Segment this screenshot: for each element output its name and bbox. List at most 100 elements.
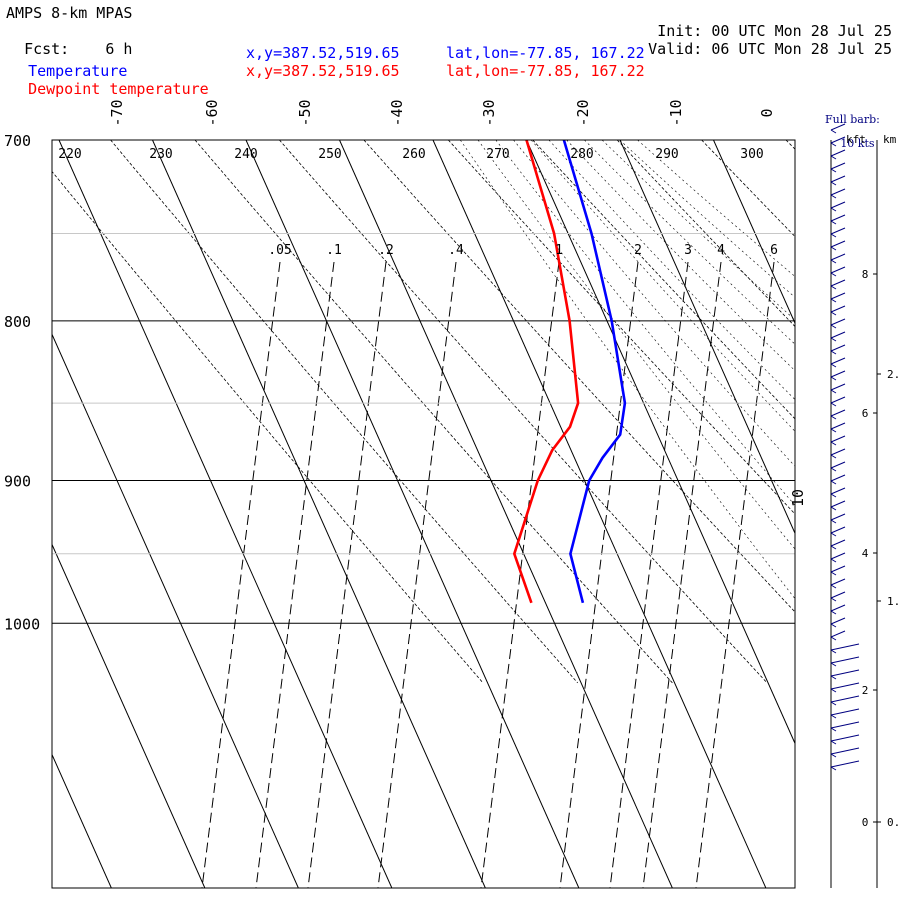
wind-barb — [830, 350, 837, 355]
wind-barb — [830, 441, 837, 446]
wind-barb — [830, 539, 846, 547]
wind-barb — [830, 389, 837, 394]
wind-barb — [830, 500, 846, 508]
forecast-hour: Fcst: 6 h — [6, 22, 132, 58]
temperature-tick-label: -40 — [388, 99, 406, 126]
mixing-ratio-line — [642, 261, 722, 888]
isotherm — [526, 140, 795, 745]
wind-barb — [830, 747, 860, 755]
wind-barb — [830, 467, 837, 472]
mixing-ratio-label: 6 — [770, 243, 778, 258]
wind-barb — [830, 194, 837, 199]
temp-legend: Temperature — [10, 44, 127, 80]
wind-barb — [830, 474, 846, 482]
wind-barb — [830, 298, 837, 303]
height-axis: 0 2 4 6 8 0. 1. 2. — [830, 123, 900, 888]
theta-label: 270 — [486, 147, 509, 162]
isotherm — [432, 140, 767, 888]
isotherm — [245, 140, 580, 888]
dry-adiabat — [616, 140, 795, 328]
theta-label: 240 — [234, 147, 257, 162]
wind-barb — [830, 649, 837, 654]
dry-adiabat — [448, 140, 795, 515]
temperature-tick-label: -60 — [203, 99, 221, 126]
wind-barb — [830, 558, 837, 563]
mixing-ratio-line — [307, 261, 387, 888]
isotherm — [58, 140, 393, 888]
wind-barb — [830, 123, 846, 131]
wind-barb — [830, 669, 860, 677]
wind-barb — [830, 149, 846, 157]
barb-note: Full barb: 10 kts — [818, 102, 880, 150]
wind-barb — [830, 240, 846, 248]
pressure-tick-label: 800 — [4, 313, 31, 331]
kft-tick-label: 4 — [862, 547, 869, 560]
wind-barb — [830, 188, 846, 196]
wind-barb — [830, 766, 837, 771]
wind-barb — [830, 220, 837, 225]
wind-barb — [830, 246, 837, 251]
wind-barb — [830, 578, 846, 586]
theta-label: 260 — [402, 147, 425, 162]
valid-label: Valid: — [648, 40, 703, 58]
wind-barb — [830, 591, 846, 599]
wind-barb — [830, 565, 846, 573]
wind-barb — [830, 370, 846, 378]
dry-adiabat — [785, 140, 795, 150]
wind-barb — [830, 513, 846, 521]
moist-adiabat — [530, 140, 795, 432]
model-title: AMPS 8-km MPAS — [6, 4, 133, 22]
wind-barb — [830, 636, 837, 641]
wind-barb — [830, 526, 846, 534]
isotherm — [619, 140, 795, 535]
theta-label: 290 — [655, 147, 678, 162]
fcst-label: Fcst: — [24, 40, 70, 58]
wind-barb — [830, 708, 860, 716]
mixing-ratio-line — [609, 261, 689, 888]
wind-barb — [830, 597, 837, 602]
wind-barb — [830, 253, 846, 261]
wind-barb — [830, 168, 837, 173]
dewpoint-line — [513, 140, 580, 604]
plot-frame — [51, 139, 796, 889]
wind-barb — [830, 760, 860, 768]
wind-barb — [830, 311, 837, 316]
wind-barb — [830, 214, 846, 222]
wind-barb — [830, 207, 837, 212]
moist-adiabat — [584, 140, 795, 345]
moist-adiabat — [637, 140, 795, 277]
wind-barb — [830, 279, 846, 287]
temperature-tick-label: -50 — [296, 99, 314, 126]
wind-barb — [830, 584, 837, 589]
temperature-tick-label: -20 — [574, 99, 592, 126]
wind-barb — [830, 175, 846, 183]
theta-label: 220 — [58, 147, 81, 162]
wind-barb — [830, 331, 846, 339]
barb-note-1: Full barb: — [825, 113, 880, 126]
wind-barb — [830, 753, 837, 758]
mixing-ratio-label: .2 — [378, 243, 394, 258]
wind-barb — [830, 136, 846, 144]
mixing-ratio-line — [377, 261, 457, 888]
wind-barb — [830, 617, 846, 625]
wind-barb — [830, 396, 846, 404]
wind-barb — [830, 532, 837, 537]
mixing-ratio-line — [255, 261, 335, 888]
wind-barb — [830, 545, 837, 550]
mixing-ratio-label: 4 — [717, 243, 725, 258]
wind-barb — [830, 337, 837, 342]
wind-barb — [830, 734, 860, 742]
dry-adiabat — [279, 140, 768, 684]
theta-label: 280 — [570, 147, 593, 162]
dew-legend-label: Dewpoint temperature — [28, 80, 209, 98]
wind-barb — [830, 435, 846, 443]
wind-barb — [830, 727, 837, 732]
moist-adiabat — [495, 140, 795, 506]
km-tick-label: 2. — [887, 368, 900, 381]
wind-barb — [830, 227, 846, 235]
wind-barb — [830, 493, 837, 498]
kft-label: kft — [846, 133, 866, 146]
dew-legend: Dewpoint temperature — [10, 62, 209, 98]
wind-barb — [830, 344, 846, 352]
